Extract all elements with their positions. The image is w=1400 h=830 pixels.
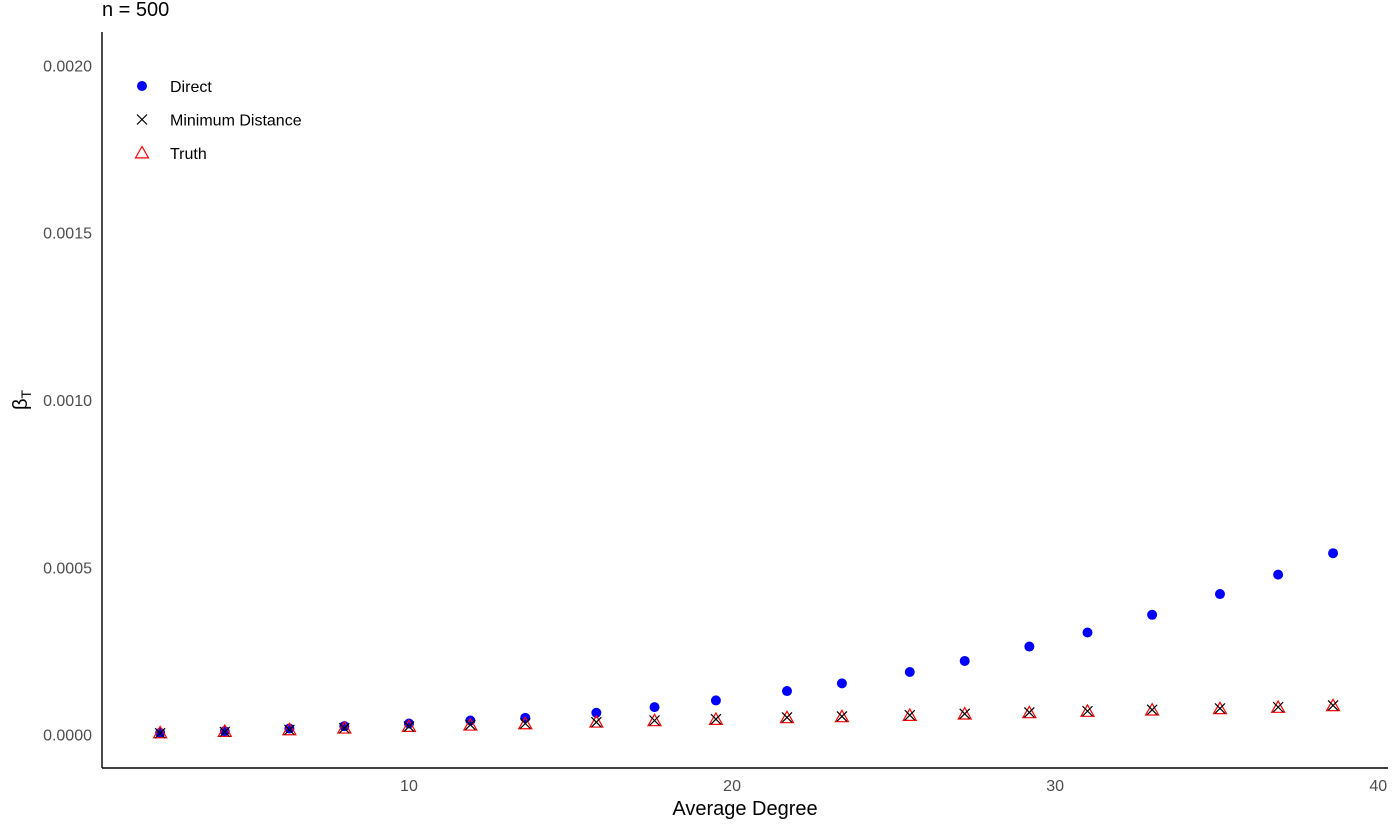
minimum-distance-point bbox=[154, 727, 166, 739]
truth-point bbox=[1270, 699, 1286, 713]
truth-point bbox=[517, 716, 533, 730]
direct-point bbox=[284, 723, 295, 734]
direct-point bbox=[403, 718, 414, 729]
direct-point bbox=[1214, 589, 1225, 600]
minimum-distance-point bbox=[590, 716, 602, 728]
x-tick-label: 10 bbox=[400, 778, 418, 795]
truth-point bbox=[708, 711, 724, 725]
truth-point bbox=[336, 720, 352, 734]
truth-point bbox=[1079, 703, 1096, 717]
legend-label-truth: Truth bbox=[170, 146, 207, 163]
direct-point bbox=[591, 707, 602, 718]
x-tick-label: 20 bbox=[723, 778, 741, 795]
direct-point bbox=[1147, 609, 1158, 620]
y-tick-label: 0.0000 bbox=[43, 728, 92, 745]
y-axis-title: βT bbox=[10, 390, 34, 411]
truth-point bbox=[462, 717, 478, 731]
truth-point bbox=[1021, 705, 1037, 719]
minimum-distance-point bbox=[219, 726, 231, 738]
truth-point bbox=[834, 709, 850, 723]
y-tick-label: 0.0020 bbox=[43, 58, 92, 75]
truth-point bbox=[957, 706, 973, 720]
y-tick-label: 0.0015 bbox=[43, 226, 92, 243]
legend-label-direct: Direct bbox=[170, 79, 212, 96]
truth-point bbox=[902, 707, 918, 721]
minimum-distance-point bbox=[338, 722, 350, 734]
direct-point bbox=[1082, 627, 1093, 638]
y-tick-label: 0.0010 bbox=[43, 393, 92, 410]
legend-key-direct bbox=[137, 81, 147, 91]
truth-point bbox=[646, 713, 663, 727]
minimum-distance-point bbox=[403, 721, 415, 732]
data-points bbox=[152, 548, 1341, 739]
truth-point bbox=[401, 718, 417, 732]
minimum-distance-point bbox=[781, 712, 793, 723]
minimum-distance-point bbox=[1146, 704, 1158, 716]
minimum-distance-point bbox=[1214, 703, 1226, 714]
minimum-distance-point bbox=[959, 708, 971, 720]
minimum-distance-point bbox=[1023, 707, 1035, 718]
y-axis-ticks: 0.0000 0.0005 0.0010 0.0015 0.0020 bbox=[43, 58, 92, 744]
direct-point bbox=[649, 702, 660, 713]
chart-title: n = 500 bbox=[102, 0, 169, 21]
plot-area bbox=[101, 32, 1388, 769]
y-axis-title-subscript: T bbox=[18, 390, 34, 399]
truth-point bbox=[1144, 702, 1160, 716]
minimum-distance-point bbox=[649, 715, 660, 726]
legend-key-truth bbox=[134, 145, 150, 159]
minimum-distance-point bbox=[283, 724, 295, 736]
direct-point bbox=[836, 678, 847, 689]
minimum-distance-point bbox=[1327, 700, 1339, 711]
legend-key-minimum-distance bbox=[136, 114, 148, 125]
direct-point bbox=[1273, 569, 1284, 580]
x-tick-label: 30 bbox=[1046, 778, 1064, 795]
minimum-distance-point bbox=[1272, 701, 1284, 713]
truth-point bbox=[152, 725, 168, 739]
direct-point bbox=[782, 686, 793, 697]
minimum-distance-point bbox=[1082, 705, 1093, 717]
minimum-distance-point bbox=[836, 711, 848, 722]
direct-point bbox=[339, 721, 350, 732]
minimum-distance-point bbox=[904, 709, 916, 721]
truth-point bbox=[1212, 701, 1228, 715]
minimum-distance-point bbox=[519, 718, 531, 729]
direct-point bbox=[1024, 641, 1035, 652]
x-tick-label: 40 bbox=[1369, 778, 1387, 795]
y-tick-label: 0.0005 bbox=[43, 560, 92, 577]
truth-point bbox=[217, 723, 233, 738]
svg-text:βT: βT bbox=[10, 390, 34, 411]
direct-point bbox=[959, 655, 970, 666]
direct-point bbox=[904, 666, 915, 677]
direct-point bbox=[1328, 548, 1339, 559]
legend: Direct Minimum Distance Truth bbox=[134, 79, 302, 163]
x-axis-title: Average Degree bbox=[672, 798, 817, 820]
truth-point bbox=[281, 722, 297, 736]
truth-point bbox=[1325, 698, 1341, 712]
legend-label-minimum-distance: Minimum Distance bbox=[170, 113, 302, 130]
x-axis-ticks: 10 20 30 40 bbox=[400, 778, 1387, 795]
minimum-distance-point bbox=[710, 713, 722, 725]
truth-point bbox=[779, 710, 795, 724]
truth-point bbox=[588, 714, 604, 728]
minimum-distance-point bbox=[464, 719, 476, 731]
direct-point bbox=[710, 695, 721, 706]
y-axis-title-symbol: β bbox=[10, 399, 32, 411]
